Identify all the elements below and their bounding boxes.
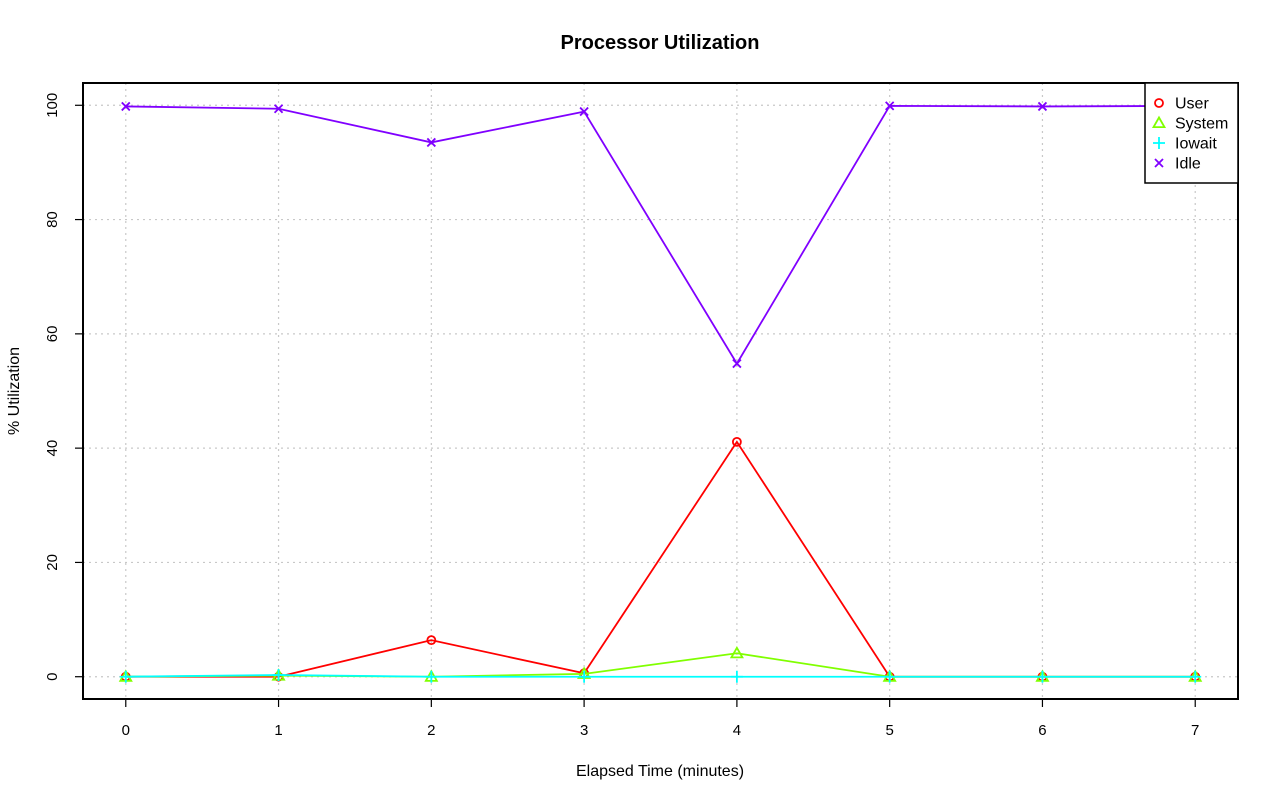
x-tick-label: 0 <box>122 722 130 739</box>
x-tick-label: 7 <box>1191 722 1199 739</box>
series-line-iowait <box>125 674 1196 678</box>
data-point-iowait <box>578 670 591 683</box>
series-lines <box>118 101 1203 683</box>
x-tick-label: 5 <box>885 722 893 739</box>
plot-frame <box>82 82 1239 700</box>
axis-ticks: 0 1 2 3 4 5 6 7 0 20 40 60 80 100 <box>44 93 1199 739</box>
data-point-iowait <box>425 670 438 683</box>
legend: User System Iowait Idle <box>1144 82 1239 184</box>
data-point-idle <box>121 101 131 112</box>
series-line-idle <box>125 104 1196 366</box>
y-tick-label: 40 <box>44 440 61 457</box>
data-point-iowait <box>1036 670 1049 683</box>
x-tick-label: 4 <box>733 722 741 739</box>
x-tick-label: 6 <box>1038 722 1046 739</box>
x-tick-label: 2 <box>427 722 435 739</box>
y-axis-label: % Utilization <box>6 347 23 435</box>
data-point-iowait <box>1189 670 1202 683</box>
data-point-idle <box>579 106 589 117</box>
data-point-iowait <box>119 670 132 683</box>
legend-label-iowait: Iowait <box>1175 136 1217 153</box>
data-point-system <box>729 645 744 659</box>
x-tick-label: 1 <box>274 722 282 739</box>
y-tick-label: 60 <box>44 326 61 343</box>
data-point-idle <box>273 104 284 114</box>
legend-marker-user <box>1154 98 1164 108</box>
chart-title: Processor Utilization <box>561 32 760 54</box>
legend-marker-system <box>1151 115 1167 129</box>
data-point-idle <box>426 137 436 148</box>
x-axis-label: Elapsed Time (minutes) <box>576 763 744 780</box>
y-tick-label: 100 <box>44 93 61 118</box>
data-point-idle <box>1037 101 1048 112</box>
legend-label-system: System <box>1175 116 1228 133</box>
legend-label-idle: Idle <box>1175 156 1201 173</box>
legend-label-user: User <box>1175 96 1209 113</box>
y-tick-label: 80 <box>44 211 61 228</box>
x-tick-label: 3 <box>580 722 588 739</box>
y-tick-label: 0 <box>44 673 61 681</box>
legend-marker-idle <box>1154 158 1164 168</box>
series-iowait <box>119 669 1202 683</box>
data-point-idle <box>885 101 895 111</box>
y-tick-label: 20 <box>44 554 61 571</box>
data-point-iowait <box>883 670 896 683</box>
data-point-iowait <box>272 669 285 681</box>
data-point-idle <box>732 358 742 369</box>
data-point-iowait <box>730 670 743 683</box>
data-point-user <box>731 436 742 447</box>
legend-marker-iowait <box>1153 137 1165 149</box>
data-point-user <box>426 635 437 646</box>
series-idle <box>121 101 1200 369</box>
